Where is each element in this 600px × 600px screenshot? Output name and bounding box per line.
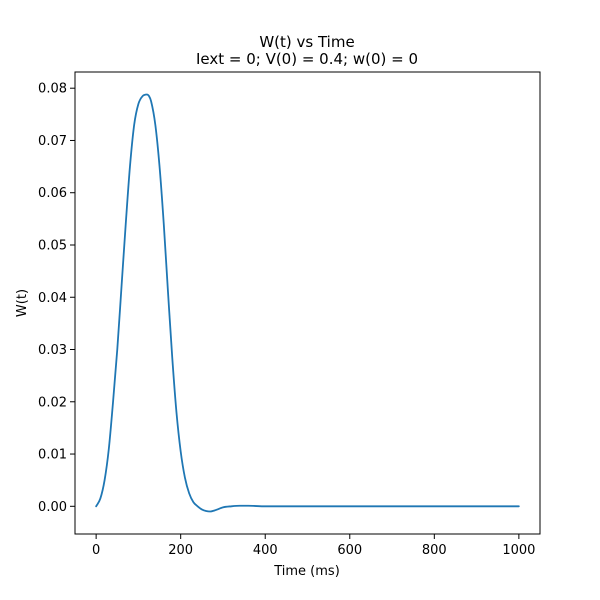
x-tick-label: 0 bbox=[92, 543, 100, 558]
x-tick-label: 600 bbox=[337, 543, 362, 558]
chart-subtitle: Iext = 0; V(0) = 0.4; w(0) = 0 bbox=[196, 50, 418, 68]
y-tick-label: 0.02 bbox=[38, 395, 67, 410]
y-tick-label: 0.06 bbox=[38, 186, 67, 201]
y-tick-label: 0.01 bbox=[38, 448, 67, 463]
y-tick-label: 0.04 bbox=[38, 291, 67, 306]
y-axis-label: W(t) bbox=[15, 289, 30, 317]
y-tick-label: 0.00 bbox=[38, 500, 67, 515]
series-line-0 bbox=[95, 93, 520, 513]
x-tick-label: 1000 bbox=[502, 543, 535, 558]
y-tick-label: 0.03 bbox=[38, 343, 67, 358]
chart-title: W(t) vs Time bbox=[259, 33, 354, 51]
y-tick-label: 0.08 bbox=[38, 82, 67, 97]
plot-layer bbox=[95, 93, 520, 513]
tick-layer: 0 200 400 600 800 1000 0.00 0.01 0.02 0.03 0.04 0.0… bbox=[38, 82, 535, 558]
x-tick-label: 800 bbox=[422, 543, 447, 558]
y-tick-label: 0.07 bbox=[38, 134, 67, 149]
x-axis-label: Time (ms) bbox=[273, 564, 340, 579]
x-tick-label: 200 bbox=[168, 543, 193, 558]
y-tick-label: 0.05 bbox=[38, 238, 67, 253]
plot-frame bbox=[74, 71, 541, 535]
x-tick-label: 400 bbox=[253, 543, 278, 558]
